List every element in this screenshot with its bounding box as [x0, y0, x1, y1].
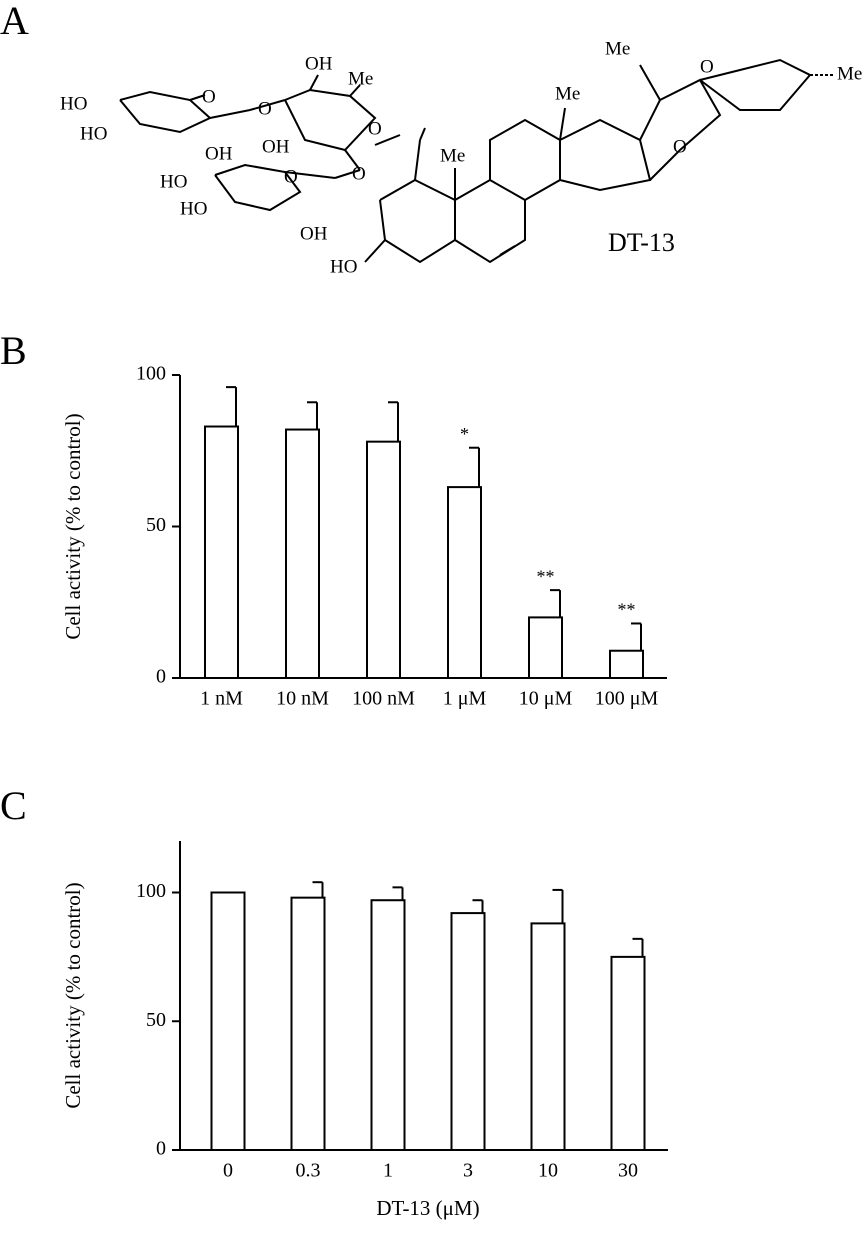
compound-name: DT-13 [608, 228, 675, 257]
structure-bonds [119, 58, 835, 264]
atom-label: O [368, 118, 382, 139]
annotation: * [460, 424, 469, 444]
y-tick-label: 0 [156, 1138, 166, 1160]
atom-label: OH [305, 53, 333, 74]
bar [204, 425, 239, 680]
panel-label: C [0, 783, 27, 828]
bar [370, 899, 406, 1151]
annotation: ** [537, 566, 555, 586]
y-axis-label: Cell activity (% to control) [61, 882, 85, 1108]
bar [285, 428, 320, 680]
atom-label: O [258, 98, 272, 119]
x-tick-label: 1 μM [443, 688, 487, 710]
y-axis-label: Cell activity (% to control) [61, 413, 85, 639]
atom-label: O [673, 136, 687, 157]
atom-label: HO [60, 93, 87, 114]
y-tick-label: 50 [146, 514, 166, 536]
y-tick-label: 50 [146, 1009, 166, 1031]
x-tick-label: 10 μM [519, 688, 573, 710]
bar [366, 440, 401, 679]
y-tick-label: 0 [156, 666, 166, 688]
panel-label: B [0, 328, 27, 373]
atom-label: O [352, 163, 366, 184]
atom-label: HO [80, 123, 107, 144]
atom-label: Me [440, 145, 465, 166]
bar [447, 486, 482, 679]
atom-label: O [202, 86, 216, 107]
atom-label: HO [180, 198, 207, 219]
panel-label: A [0, 0, 29, 43]
atom-label: HO [160, 171, 187, 192]
bar [290, 896, 326, 1152]
x-tick-label: 0 [223, 1160, 233, 1182]
atom-label: Me [555, 83, 580, 104]
atom-label: Me [348, 68, 373, 89]
atom-label: Me [837, 63, 862, 84]
bar [610, 955, 646, 1151]
bar [530, 922, 566, 1152]
atom-label: OH [262, 136, 290, 157]
x-tick-label: 30 [618, 1160, 638, 1182]
x-tick-label: 3 [463, 1160, 473, 1182]
x-tick-label: 10 nM [276, 688, 329, 710]
bar [450, 912, 486, 1151]
atom-label: OH [205, 143, 233, 164]
y-tick-label: 100 [136, 880, 166, 902]
x-tick-label: 0.3 [296, 1160, 321, 1182]
x-tick-label: 100 μM [595, 688, 659, 710]
x-tick-label: 10 [538, 1160, 558, 1182]
y-tick-label: 100 [136, 363, 166, 385]
bar [210, 891, 246, 1151]
atom-label: O [284, 166, 298, 187]
atom-label: HO [330, 256, 357, 277]
annotation: ** [618, 600, 636, 620]
bar [609, 649, 644, 679]
atom-label: Me [605, 38, 630, 59]
x-tick-label: 1 [383, 1160, 393, 1182]
x-tick-label: 1 nM [200, 688, 243, 710]
bar [528, 616, 563, 680]
atom-label: OH [300, 223, 328, 244]
atom-label: O [700, 56, 714, 77]
x-axis-label: DT-13 (μM) [376, 1196, 479, 1220]
x-tick-label: 100 nM [352, 688, 415, 710]
